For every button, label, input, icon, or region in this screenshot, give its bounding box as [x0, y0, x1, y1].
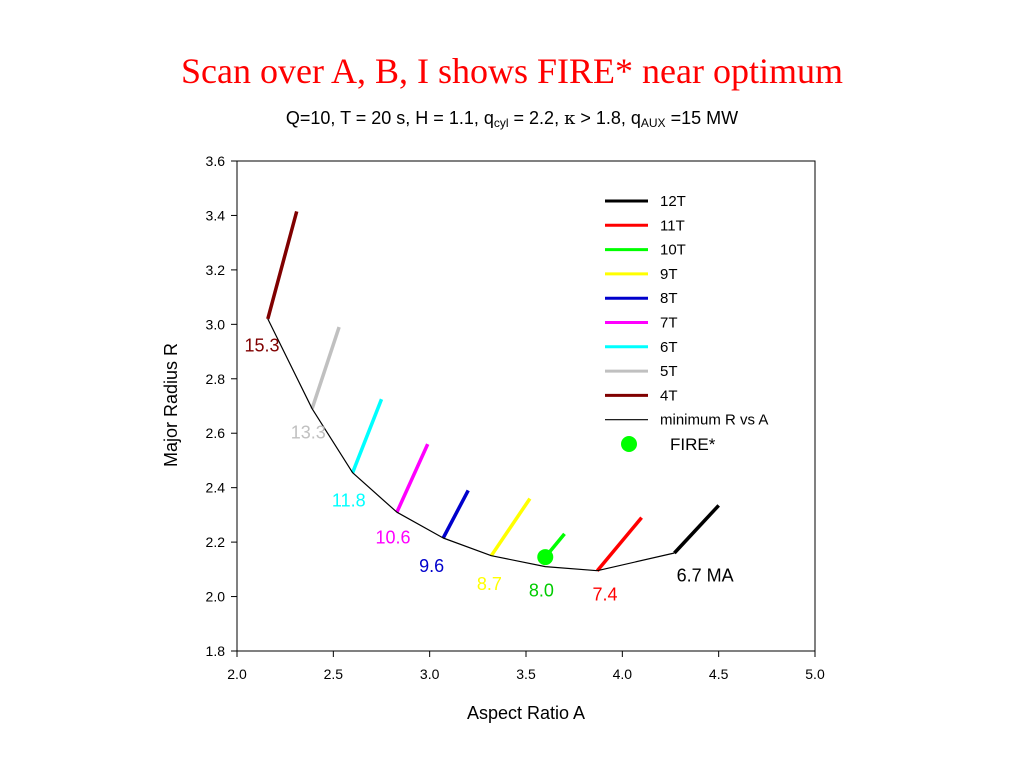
data-label: 6.7 MA: [677, 566, 734, 586]
data-label: 9.6: [419, 556, 444, 576]
x-axis-label: Aspect Ratio A: [467, 703, 585, 723]
x-tick-label: 2.5: [324, 666, 344, 682]
x-tick-label: 3.5: [516, 666, 536, 682]
series-line-5t: [310, 326, 341, 410]
series-line-minimum-r-vs-a: [267, 318, 675, 572]
legend-label: 11T: [660, 217, 685, 234]
x-tick-label: 4.5: [709, 666, 729, 682]
legend-marker-fire: [621, 436, 637, 452]
series-line-6t: [350, 398, 384, 474]
y-tick-label: 3.2: [206, 262, 226, 278]
legend-label: 6T: [660, 339, 678, 356]
data-label: 15.3: [245, 336, 280, 356]
page-subtitle: Q=10, T = 20 s, H = 1.1, qcyl = 2.2, κ >…: [285, 108, 739, 130]
legend-label: 10T: [660, 242, 686, 259]
legend-label: 8T: [660, 290, 678, 307]
y-tick-label: 2.2: [206, 534, 226, 550]
y-tick-label: 2.4: [206, 480, 226, 496]
legend-label: 12T: [660, 193, 686, 210]
x-tick-label: 5.0: [805, 666, 825, 682]
data-label: 8.7: [477, 574, 502, 594]
series-line-12t: [673, 504, 720, 555]
x-tick-label: 4.0: [613, 666, 633, 682]
data-label: 13.3: [291, 423, 326, 443]
y-tick-label: 3.4: [206, 207, 226, 223]
page-title: Scan over A, B, I shows FIRE* near optim…: [181, 51, 843, 91]
data-label: 7.4: [592, 585, 617, 605]
y-tick-label: 2.8: [206, 371, 226, 387]
data-label: 10.6: [376, 527, 411, 547]
series-line-8t: [441, 489, 470, 539]
x-tick-label: 2.0: [227, 666, 247, 682]
y-tick-label: 2.6: [206, 425, 226, 441]
y-axis-label: Major Radius R: [161, 343, 181, 467]
legend-label: FIRE*: [670, 435, 716, 454]
legend-label: 4T: [660, 387, 678, 404]
series-line-11t: [595, 516, 643, 572]
y-tick-label: 1.8: [206, 643, 226, 659]
series-line-9t: [489, 497, 532, 557]
y-tick-label: 3.0: [206, 316, 226, 332]
y-tick-label: 2.0: [206, 589, 226, 605]
y-tick-label: 3.6: [206, 153, 226, 169]
series-line-4t: [266, 210, 299, 320]
legend-label: 9T: [660, 266, 678, 283]
legend-label: 5T: [660, 363, 678, 380]
x-tick-label: 3.0: [420, 666, 440, 682]
data-label: 8.0: [529, 581, 554, 601]
legend-label: 7T: [660, 315, 678, 332]
fire-marker-point: [537, 549, 554, 566]
data-label: 11.8: [332, 491, 366, 511]
series-line-7t: [395, 443, 430, 513]
legend-label: minimum R vs A: [660, 412, 768, 429]
